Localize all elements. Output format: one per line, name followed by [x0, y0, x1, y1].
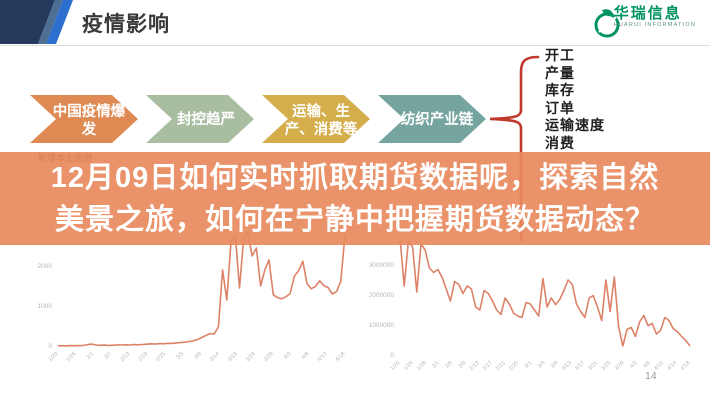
chart-right-series-line: [399, 237, 691, 347]
impact-item-xiaofei: 消费: [545, 134, 575, 151]
chart-right-y-tick-label: 2000000: [369, 292, 395, 299]
chart-right-x-tick-label: 3/1: [524, 360, 534, 370]
chart-left-x-tick-label: 4/3: [283, 351, 293, 361]
chart-left-x-tick-label: 3/18: [227, 351, 239, 363]
chart-left-y-tick-label: 1000: [38, 303, 53, 310]
header-decor-blue: [46, 0, 73, 44]
chart-right-x-tick-label: 3/21: [587, 360, 599, 372]
chart-left-x-tick-label: 1/20: [48, 351, 60, 363]
chart-left-x-tick-label: 2/7: [104, 351, 114, 361]
chart-right-x-tick-label: 1/28: [416, 360, 428, 372]
chart-left-x-tick-label: 4/13: [317, 351, 329, 363]
chart-right-y-tick-label: 0: [390, 352, 394, 359]
chart-right-x-tick-label: 3/29: [614, 360, 626, 372]
chart-left-x-tick-label: 4/18: [335, 351, 347, 363]
chart-left-x-tick-label: 2/13: [119, 351, 131, 363]
chart-right-x-tick-label: 2/5: [444, 360, 454, 370]
chart-left-x-tick-label: 3/3: [175, 351, 185, 361]
chart-right-x-tick-label: 1/24: [403, 360, 415, 372]
chart-left-x-tick-label: 2/1: [86, 351, 96, 361]
flow-arrow-3-label-line1: 运输、生: [292, 102, 350, 120]
chart-right-x-tick-label: 3/25: [600, 360, 612, 372]
chart-left-new-local-cases: 0 1000 2000 1/20 1/26 2/1 2/7 2/13 2/19 2/25 3/3 3/…: [38, 232, 347, 363]
overlay-banner: 12月09日如何实时抓取期货数据呢，探索自然 美景之旅，如何在宁静中把握期货数据…: [0, 152, 710, 245]
impact-item-kaigong: 开工: [545, 47, 575, 63]
chart-right-x-tick-label: 4/6: [642, 360, 652, 370]
chart-left-x-tick-label: 2/19: [137, 351, 149, 363]
flow-arrow-2-label: 封控趋严: [177, 110, 235, 128]
impact-list: 开工 产量 库存 订单 运输速度 消费: [545, 47, 605, 152]
chart-right-x-tick-label: 4/2: [629, 360, 639, 370]
logo-name-en: HUARUI INFORMATION: [613, 22, 696, 28]
flow-arrow-4: [378, 95, 486, 143]
chart-right-x-tick-label: 2/1: [431, 360, 441, 370]
chart-right-x-tick-label: 3/17: [574, 360, 586, 372]
header-decor-navy: [0, 0, 55, 44]
chart-left-x-tick-label: 3/24: [245, 351, 257, 363]
huarui-logo-icon: [594, 9, 620, 38]
header-decor-slate: [38, 0, 63, 44]
flow-arrow-3-label-line2: 产、消费等: [285, 120, 358, 138]
impact-item-chanliang: 产量: [545, 64, 575, 81]
page-title: 疫情影响: [82, 13, 170, 36]
chart-right-x-tick-label: 2/21: [495, 360, 507, 372]
chart-right-x-tick-label: 1/20: [390, 360, 402, 372]
flow-arrow-1-label-line2: 发: [81, 120, 97, 138]
chart-left-x-tick-label: 2/25: [155, 351, 167, 363]
chart-left-y-tick-label: 2000: [38, 263, 53, 270]
flow-arrow-3: [262, 95, 370, 143]
chart-right-index: 0 1000000 2000000 3000000 1/20 1/24 1/28 2/1 2/5…: [369, 237, 692, 372]
chart-left-x-tick-label: 3/14: [209, 351, 221, 363]
flow-arrow-4-label: 纺织产业链: [401, 110, 474, 128]
chart-left-y-tick-label: 0: [48, 343, 52, 350]
impact-item-kucun: 库存: [545, 82, 575, 98]
chart-right-y-tick-label: 1000000: [369, 322, 395, 329]
impact-item-dingdan: 订单: [545, 99, 575, 116]
flow-arrow-2: [146, 95, 254, 143]
logo-name-cn: 华瑞信息: [613, 5, 682, 22]
impact-brace: [489, 55, 540, 242]
chart-left-x-tick-label: 3/9: [193, 351, 203, 361]
chart-right-x-tick-label: 4/10: [653, 360, 665, 372]
chart-right-x-tick-label: 3/13: [561, 360, 573, 372]
page-number: 14: [645, 370, 657, 382]
chart-right-y-tick-label: 3000000: [369, 262, 395, 269]
banner-text-line2: 美景之旅，如何在宁静中把握期货数据动态？: [54, 203, 655, 236]
chart-right-x-tick-label: 2/17: [482, 360, 494, 372]
flow-arrow-1: [30, 95, 138, 143]
chart-right-x-tick-label: 3/9: [550, 360, 560, 370]
chart-right-x-tick-label: 2/13: [469, 360, 481, 372]
chart-right-x-tick-label: 3/5: [537, 360, 547, 370]
banner-text-line1: 12月09日如何实时抓取期货数据呢，探索自然: [50, 161, 660, 194]
chart-left-series-line: [57, 232, 346, 347]
chart-left-x-tick-label: 1/26: [65, 351, 77, 363]
header-divider: [0, 45, 710, 46]
chart-right-x-tick-label: 4/14: [666, 360, 678, 372]
flow-arrow-1-label-line1: 中国疫情爆: [53, 102, 126, 120]
chart-right-x-tick-label: 4/18: [680, 360, 692, 372]
impact-item-yunshu: 运输速度: [545, 117, 605, 133]
chart-left-x-tick-label: 4/8: [301, 351, 311, 361]
chart-right-x-tick-label: 2/9: [458, 360, 468, 370]
chart-right-x-tick-label: 2/25: [508, 360, 520, 372]
chart-left-x-tick-label: 3/29: [263, 351, 275, 363]
huarui-logo: 华瑞信息 HUARUI INFORMATION: [576, 6, 696, 29]
